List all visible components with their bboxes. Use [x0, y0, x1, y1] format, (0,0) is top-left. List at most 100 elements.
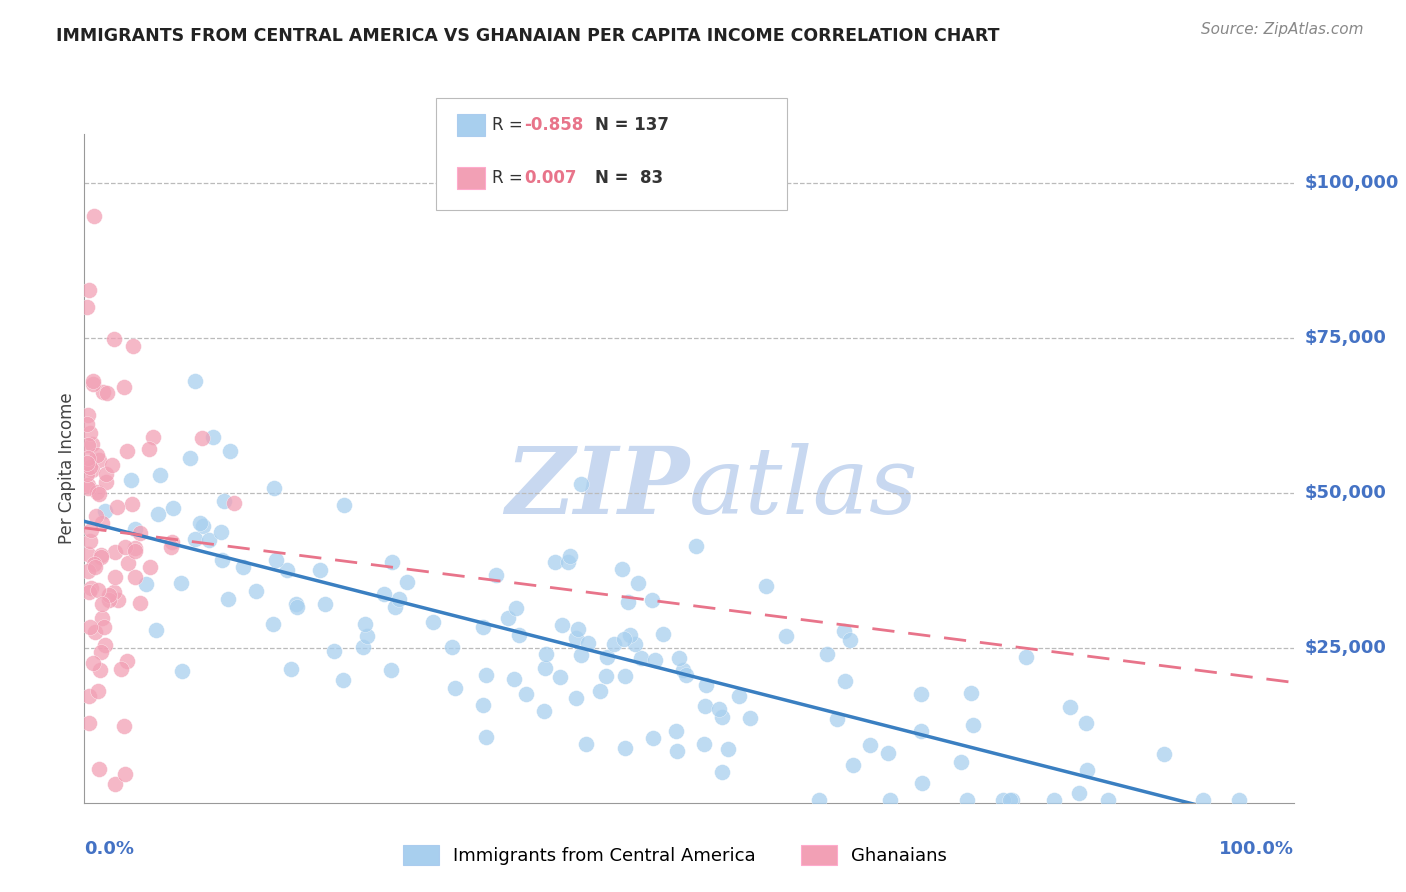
- Point: [354, 617, 377, 632]
- Point: [77, 478, 100, 492]
- Text: 100.0%: 100.0%: [1219, 839, 1294, 857]
- Point: [440, 640, 463, 655]
- Point: [89, 452, 111, 467]
- Legend: Immigrants from Central America, Ghanaians: Immigrants from Central America, Ghanaia…: [394, 836, 956, 874]
- Point: [172, 664, 194, 678]
- Point: [162, 500, 184, 515]
- Point: [142, 429, 165, 443]
- Point: [124, 570, 146, 584]
- Point: [91, 610, 114, 624]
- Point: [834, 673, 856, 688]
- Point: [82, 377, 104, 392]
- Point: [911, 776, 934, 790]
- Point: [86, 448, 108, 462]
- Point: [121, 473, 143, 487]
- Point: [77, 438, 100, 452]
- Point: [644, 652, 666, 666]
- Point: [876, 746, 898, 760]
- Point: [202, 430, 225, 444]
- Point: [284, 598, 307, 612]
- Point: [79, 460, 101, 475]
- Point: [665, 723, 688, 738]
- Point: [77, 450, 100, 465]
- Point: [115, 654, 138, 668]
- Point: [160, 535, 183, 549]
- Point: [87, 582, 110, 597]
- Point: [576, 636, 599, 650]
- Point: [94, 467, 117, 482]
- Point: [550, 618, 572, 632]
- Point: [83, 558, 105, 572]
- Point: [1076, 716, 1098, 731]
- Point: [87, 762, 110, 776]
- Point: [90, 549, 112, 564]
- Point: [91, 597, 114, 611]
- Point: [77, 283, 100, 297]
- Text: $25,000: $25,000: [1305, 639, 1386, 657]
- Point: [146, 507, 169, 521]
- Point: [218, 591, 240, 606]
- Point: [672, 663, 695, 677]
- Point: [121, 339, 143, 353]
- Point: [775, 629, 797, 643]
- Point: [754, 579, 776, 593]
- Point: [665, 744, 688, 758]
- Point: [263, 481, 285, 495]
- Point: [474, 667, 496, 681]
- Point: [129, 525, 152, 540]
- Point: [77, 584, 100, 599]
- Point: [569, 476, 592, 491]
- Text: IMMIGRANTS FROM CENTRAL AMERICA VS GHANAIAN PER CAPITA INCOME CORRELATION CHART: IMMIGRANTS FROM CENTRAL AMERICA VS GHANA…: [56, 27, 1000, 45]
- Point: [323, 644, 346, 658]
- Point: [619, 628, 641, 642]
- Point: [1229, 793, 1251, 807]
- Point: [79, 690, 101, 704]
- Text: R =: R =: [492, 169, 529, 187]
- Point: [651, 626, 673, 640]
- Point: [839, 632, 862, 647]
- Point: [80, 524, 103, 538]
- Point: [107, 593, 129, 607]
- Text: $100,000: $100,000: [1305, 174, 1399, 193]
- Point: [508, 627, 530, 641]
- Point: [693, 738, 716, 752]
- Point: [117, 556, 139, 570]
- Text: atlas: atlas: [689, 443, 918, 533]
- Point: [103, 584, 125, 599]
- Point: [333, 498, 356, 512]
- Point: [76, 300, 98, 314]
- Point: [595, 669, 617, 683]
- Point: [596, 649, 619, 664]
- Point: [807, 793, 830, 807]
- Point: [991, 793, 1014, 807]
- Point: [104, 777, 127, 791]
- Point: [614, 669, 637, 683]
- Point: [565, 632, 588, 646]
- Point: [949, 755, 972, 769]
- Point: [266, 553, 288, 567]
- Point: [388, 591, 411, 606]
- Point: [117, 444, 139, 458]
- Point: [738, 711, 761, 725]
- Text: ZIP: ZIP: [505, 443, 689, 533]
- Point: [627, 576, 650, 591]
- Point: [610, 562, 633, 576]
- Point: [693, 699, 716, 714]
- Point: [89, 663, 111, 677]
- Point: [624, 637, 647, 651]
- Point: [668, 651, 690, 665]
- Point: [825, 712, 848, 726]
- Point: [76, 564, 98, 578]
- Point: [114, 767, 136, 781]
- Point: [630, 650, 652, 665]
- Point: [76, 417, 98, 431]
- Point: [83, 209, 105, 223]
- Point: [515, 688, 537, 702]
- Point: [191, 431, 214, 445]
- Point: [616, 595, 638, 609]
- Point: [149, 467, 172, 482]
- Point: [475, 731, 498, 745]
- Point: [112, 380, 135, 394]
- Point: [356, 629, 378, 643]
- Point: [211, 553, 233, 567]
